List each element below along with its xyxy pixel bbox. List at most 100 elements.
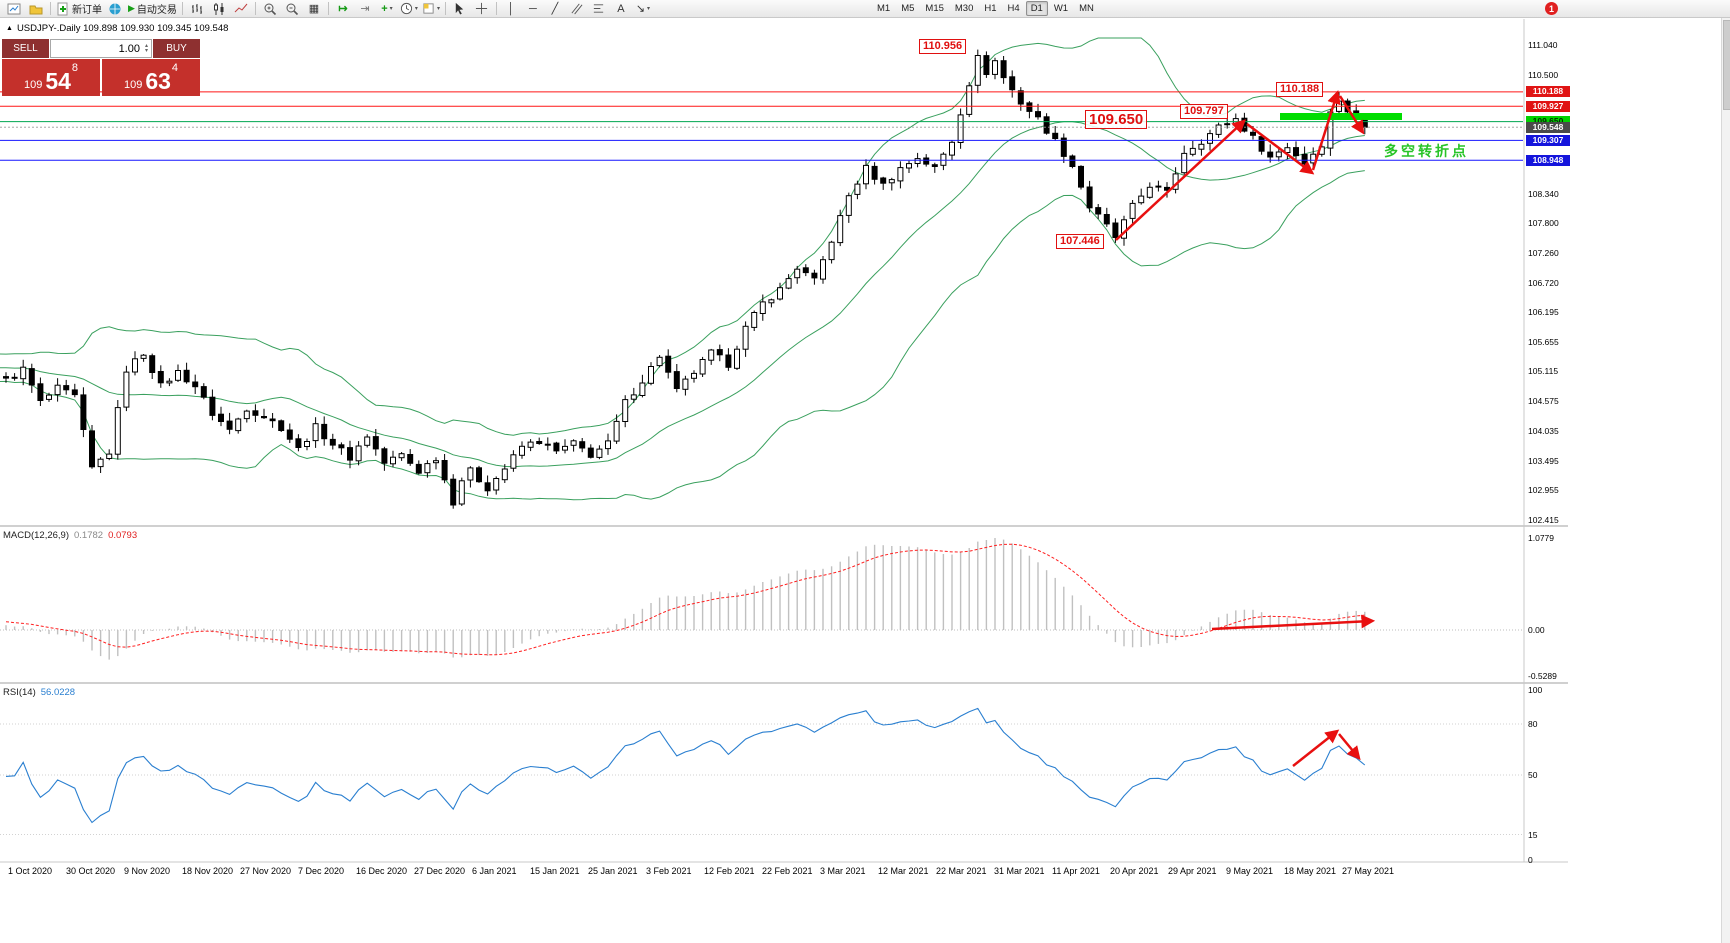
timeframe-d1[interactable]: D1 bbox=[1025, 1, 1048, 16]
symbol-ohlc-text: USDJPY-.Daily 109.898 109.930 109.345 10… bbox=[16, 23, 229, 34]
new-order-button[interactable]: 新订单 bbox=[54, 1, 104, 17]
candles bbox=[3, 49, 1368, 509]
tile-windows-button[interactable]: ▦ bbox=[303, 1, 325, 17]
new-order-label: 新订单 bbox=[72, 5, 102, 16]
symbol-triangle-icon: ▲ bbox=[6, 25, 13, 32]
templates-button[interactable]: ▾ bbox=[420, 1, 442, 17]
text-tool-button[interactable]: A bbox=[610, 1, 632, 17]
vertical-scrollbar[interactable] bbox=[1721, 18, 1730, 943]
timeframe-m1[interactable]: M1 bbox=[877, 3, 891, 14]
auto-scroll-icon: ↦ bbox=[338, 2, 348, 15]
rsi-name: RSI(14) bbox=[3, 687, 36, 698]
timeframe-w1[interactable]: W1 bbox=[1053, 3, 1069, 14]
timeframe-h1[interactable]: H1 bbox=[984, 3, 997, 14]
buy-price-pip: 4 bbox=[171, 62, 179, 74]
globe-icon bbox=[109, 3, 121, 14]
auto-trading-button[interactable]: ▶ 自动交易 bbox=[126, 1, 179, 17]
volume-spinner[interactable]: ▴ ▾ bbox=[144, 42, 148, 54]
volume-value: 1.00 bbox=[118, 42, 140, 55]
bollinger-band-line bbox=[0, 37, 1365, 436]
line-chart-icon bbox=[234, 3, 248, 12]
bar-chart-icon bbox=[191, 3, 202, 14]
trend-arrow bbox=[1338, 733, 1361, 761]
bar-chart-button[interactable] bbox=[186, 1, 208, 17]
line-chart-button[interactable] bbox=[230, 1, 252, 17]
timeframe-mn[interactable]: MN bbox=[1079, 3, 1094, 14]
chevron-down-icon: ▾ bbox=[647, 6, 651, 12]
cursor-button[interactable] bbox=[449, 1, 471, 17]
sell-button[interactable]: SELL bbox=[2, 39, 49, 58]
chart-shift-button[interactable]: ⇥ bbox=[354, 1, 376, 17]
auto-scroll-button[interactable]: ↦ bbox=[332, 1, 354, 17]
mql5-community-button[interactable] bbox=[104, 1, 126, 17]
scrollbar-thumb[interactable] bbox=[1723, 20, 1730, 110]
indicators-button[interactable]: + ▾ bbox=[376, 1, 398, 17]
toolbar-separator bbox=[50, 2, 51, 15]
toolbar-separator bbox=[327, 2, 329, 15]
zoom-in-icon bbox=[264, 3, 276, 15]
fibonacci-icon bbox=[594, 4, 604, 13]
symbol-info: ▲ USDJPY-.Daily 109.898 109.930 109.345 … bbox=[6, 23, 228, 34]
auto-trading-label: 自动交易 bbox=[136, 5, 177, 16]
candlestick-icon bbox=[213, 2, 224, 15]
text-icon: A bbox=[617, 2, 625, 15]
trend-arrow bbox=[1115, 119, 1247, 241]
zoom-out-button[interactable] bbox=[281, 1, 303, 17]
crosshair-icon bbox=[476, 2, 488, 15]
vertical-line-icon: │ bbox=[507, 2, 515, 15]
new-chart-icon bbox=[7, 3, 21, 14]
candlestick-button[interactable] bbox=[208, 1, 230, 17]
rsi-indicator-label: RSI(14) 56.0228 bbox=[3, 687, 75, 698]
timeframe-m15[interactable]: M15 bbox=[925, 3, 944, 14]
periods-button[interactable]: ▾ bbox=[398, 1, 420, 17]
fibonacci-button[interactable] bbox=[588, 1, 610, 17]
rsi-value: 56.0228 bbox=[40, 687, 76, 698]
turning-point-annotation: 多空转折点 bbox=[1384, 143, 1469, 159]
toolbar-separator bbox=[254, 2, 256, 15]
rsi-line bbox=[5, 707, 1366, 824]
timeframe-m30[interactable]: M30 bbox=[954, 3, 974, 14]
arrow-tool-icon: ↘ bbox=[635, 2, 646, 15]
trend-arrow bbox=[1311, 90, 1341, 171]
new-chart-button[interactable] bbox=[3, 1, 25, 17]
horizontal-line-button[interactable]: ─ bbox=[522, 1, 544, 17]
bollinger-band-line bbox=[0, 170, 1365, 501]
buy-price-prefix: 109 bbox=[123, 79, 143, 91]
trend-arrow bbox=[1246, 123, 1315, 175]
indicator-plus-icon: + bbox=[381, 2, 388, 15]
sell-price-display[interactable]: 109 54 8 bbox=[2, 59, 100, 96]
sell-price-pip: 8 bbox=[71, 62, 79, 74]
vertical-line-button[interactable]: │ bbox=[500, 1, 522, 17]
grid-icon: ▦ bbox=[308, 2, 320, 15]
crosshair-button[interactable] bbox=[471, 1, 493, 17]
buy-price-display[interactable]: 109 63 4 bbox=[102, 59, 200, 96]
arrows-tool-button[interactable]: ↘ ▾ bbox=[632, 1, 654, 17]
notification-badge[interactable]: 1 bbox=[1545, 2, 1558, 15]
toolbar-separator bbox=[181, 2, 183, 15]
timeframe-h4[interactable]: H4 bbox=[1007, 3, 1020, 14]
macd-histogram bbox=[5, 538, 1366, 660]
chevron-down-icon: ▾ bbox=[414, 6, 418, 12]
profiles-button[interactable] bbox=[25, 1, 47, 17]
zoom-in-button[interactable] bbox=[259, 1, 281, 17]
channel-icon bbox=[571, 3, 583, 15]
cursor-icon bbox=[456, 2, 464, 15]
new-order-icon bbox=[57, 2, 68, 15]
channel-button[interactable] bbox=[566, 1, 588, 17]
macd-signal-line bbox=[5, 543, 1365, 656]
macd-indicator-label: MACD(12,26,9) 0.1782 0.0793 bbox=[3, 530, 137, 541]
clock-icon bbox=[400, 2, 412, 15]
buy-button[interactable]: BUY bbox=[153, 39, 200, 58]
sell-price-main: 54 bbox=[45, 68, 71, 94]
play-icon: ▶ bbox=[128, 3, 135, 13]
trendline-icon: ╱ bbox=[551, 2, 559, 15]
buy-price-main: 63 bbox=[145, 68, 171, 94]
trendline-button[interactable]: ╱ bbox=[544, 1, 566, 17]
trend-arrow bbox=[1211, 614, 1376, 631]
trend-arrow bbox=[1338, 95, 1365, 135]
toolbar-separator bbox=[495, 2, 497, 15]
volume-input[interactable]: 1.00 ▴ ▾ bbox=[50, 39, 152, 58]
timeframe-m5[interactable]: M5 bbox=[901, 3, 915, 14]
